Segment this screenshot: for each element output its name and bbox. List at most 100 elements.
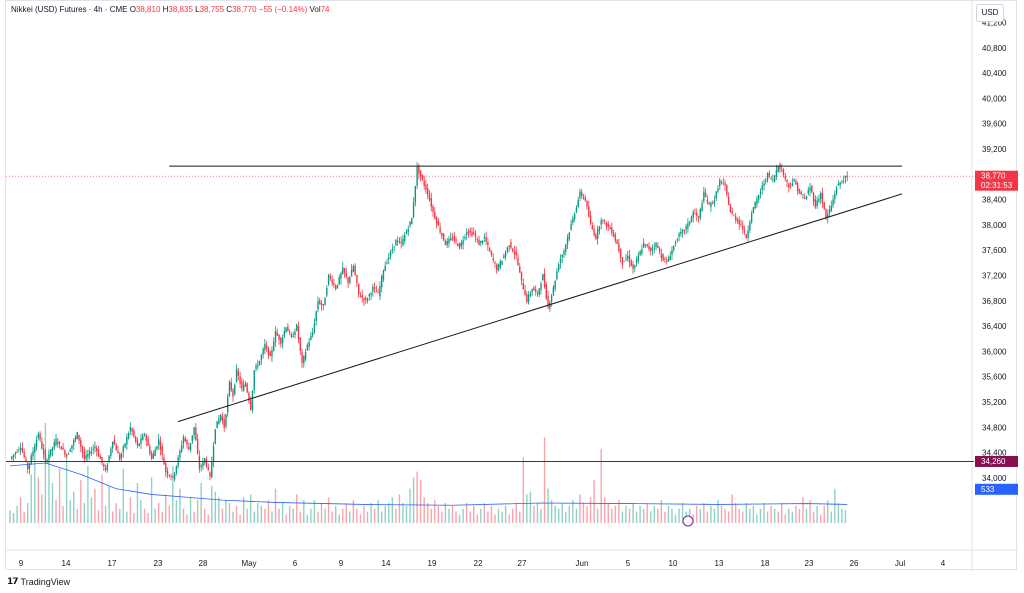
candle-body: [835, 187, 838, 194]
candle-body: [430, 198, 432, 208]
candle-body: [596, 229, 599, 239]
volume-bar: [773, 508, 776, 523]
volume-bar: [136, 483, 139, 523]
price-axis[interactable]: 41,20040,80040,40040,00039,60039,20038,8…: [982, 19, 1007, 483]
footer-branding[interactable]: 𝟭𝟳 TradingView: [7, 576, 70, 587]
volume-bar: [703, 503, 705, 523]
ohlc-open-label: O: [129, 5, 136, 14]
candle-body: [503, 255, 505, 258]
candle-body: [451, 238, 454, 240]
ohlc-open: 38,810: [135, 5, 161, 14]
volume-bar: [391, 497, 394, 523]
candle-body: [846, 175, 848, 177]
volume-bar: [731, 494, 733, 523]
candle-body: [492, 258, 494, 261]
candle-body: [30, 455, 32, 464]
candle-body: [145, 435, 147, 441]
candle-body: [834, 193, 836, 199]
candle-body: [589, 215, 592, 224]
price-marker-label: 533: [981, 485, 995, 494]
candle-body: [299, 337, 301, 351]
candle-body: [317, 301, 319, 310]
candle-body: [264, 344, 266, 351]
volume-bar: [476, 514, 478, 523]
candle-body: [511, 248, 514, 252]
candle-body: [41, 441, 43, 449]
chart-frame[interactable]: 41,200 40,800 40,400 40,000 39,600 39,200 38,8…: [5, 0, 1018, 571]
candle-body: [724, 183, 726, 186]
currency-button[interactable]: USD: [976, 4, 1004, 22]
candle-body: [827, 214, 829, 218]
volume-bar: [540, 508, 542, 523]
candle-body: [711, 203, 714, 205]
volume-bar: [48, 448, 50, 523]
symbol-title[interactable]: Nikkei (USD) Futures · 4h · CME: [11, 5, 128, 14]
candle-body: [193, 427, 195, 435]
candle-body: [766, 172, 769, 180]
candle-body: [588, 206, 590, 217]
candle-body: [117, 450, 119, 454]
ohlc-close-label: C: [226, 5, 233, 14]
candle-body: [701, 203, 703, 211]
volume-bar: [819, 514, 822, 523]
x-tick-label: 26: [850, 559, 859, 568]
y-tick-label: 37,200: [982, 272, 1007, 281]
brand-name[interactable]: TradingView: [20, 576, 71, 587]
volume-bar: [108, 485, 110, 523]
candle-body: [680, 231, 682, 235]
candle-body: [657, 245, 659, 248]
volume-value: 74: [320, 5, 330, 14]
symbol-legend[interactable]: Nikkei (USD) Futures · 4h · CME O38,810 …: [11, 5, 330, 14]
candle-body: [329, 276, 332, 279]
candle-body: [356, 274, 358, 284]
candle-body: [205, 459, 208, 467]
candle-body: [598, 226, 601, 232]
volume-bar: [522, 457, 524, 523]
volume-bar: [161, 511, 163, 523]
candle-body: [575, 207, 578, 212]
candle-body: [563, 250, 565, 255]
y-tick-label: 34,800: [982, 423, 1007, 432]
x-tick-label: 19: [428, 559, 437, 568]
candle-body: [96, 447, 98, 451]
time-axis[interactable]: 9 14 17 23 28 May 6 9 14 19 22 27 Jun 5 10 13 18 23 26 Jul 4: [19, 559, 946, 568]
volume-bar: [44, 423, 47, 523]
price-chart[interactable]: 41,200 40,800 40,400 40,000 39,600 39,200 38,8…: [6, 1, 1018, 571]
support-trendline[interactable]: [177, 193, 903, 423]
candle-body: [494, 262, 496, 264]
candle-body: [73, 440, 75, 445]
replay-icon[interactable]: [682, 515, 694, 527]
candle-body: [395, 239, 397, 246]
volume-bar: [51, 483, 54, 523]
candle-body: [828, 209, 831, 213]
volume-bar: [600, 448, 602, 523]
candle-body: [227, 396, 229, 413]
volume-bar: [285, 514, 287, 523]
volume-bar: [419, 480, 422, 523]
candle-body: [565, 244, 567, 252]
volume-bar: [582, 503, 585, 523]
candle-body: [844, 175, 847, 178]
candle-body: [540, 283, 542, 290]
candle-body: [722, 182, 725, 184]
volume-bar: [133, 513, 135, 523]
candle-body: [464, 237, 466, 239]
candle-body: [648, 246, 650, 250]
volume-bar: [334, 505, 337, 523]
candle-body: [156, 446, 158, 449]
volume-bar: [752, 505, 755, 523]
volume-bar: [841, 508, 843, 523]
candle-body: [342, 267, 344, 275]
candle-body: [779, 163, 781, 170]
candle-body: [65, 454, 68, 457]
candle-body: [106, 464, 109, 471]
volume-bar: [37, 477, 40, 523]
x-tick-label: 18: [761, 559, 770, 568]
candle-body: [257, 365, 259, 367]
candle-body: [85, 455, 87, 460]
candle-body: [457, 243, 459, 247]
volume-bar: [165, 494, 167, 523]
trend-drawings[interactable]: [6, 165, 974, 462]
volume-bar: [816, 505, 818, 523]
candle-body: [218, 418, 220, 425]
